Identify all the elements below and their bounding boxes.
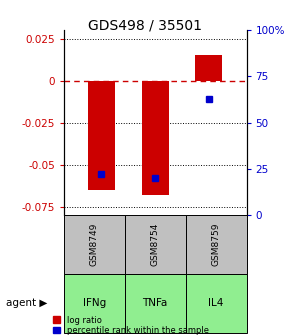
Text: GSM8759: GSM8759 (211, 223, 221, 266)
Text: GSM8749: GSM8749 (90, 223, 99, 266)
Text: agent ▶: agent ▶ (6, 298, 47, 308)
Text: IL4: IL4 (208, 298, 224, 308)
Text: IFNg: IFNg (83, 298, 106, 308)
Text: GDS498 / 35501: GDS498 / 35501 (88, 18, 202, 33)
Bar (195, 55, 222, 81)
Legend: log ratio, percentile rank within the sample: log ratio, percentile rank within the sa… (53, 316, 209, 335)
Text: TNFa: TNFa (142, 298, 168, 308)
Bar (88, 81, 115, 190)
Text: GSM8754: GSM8754 (151, 223, 160, 266)
Bar (142, 81, 168, 195)
